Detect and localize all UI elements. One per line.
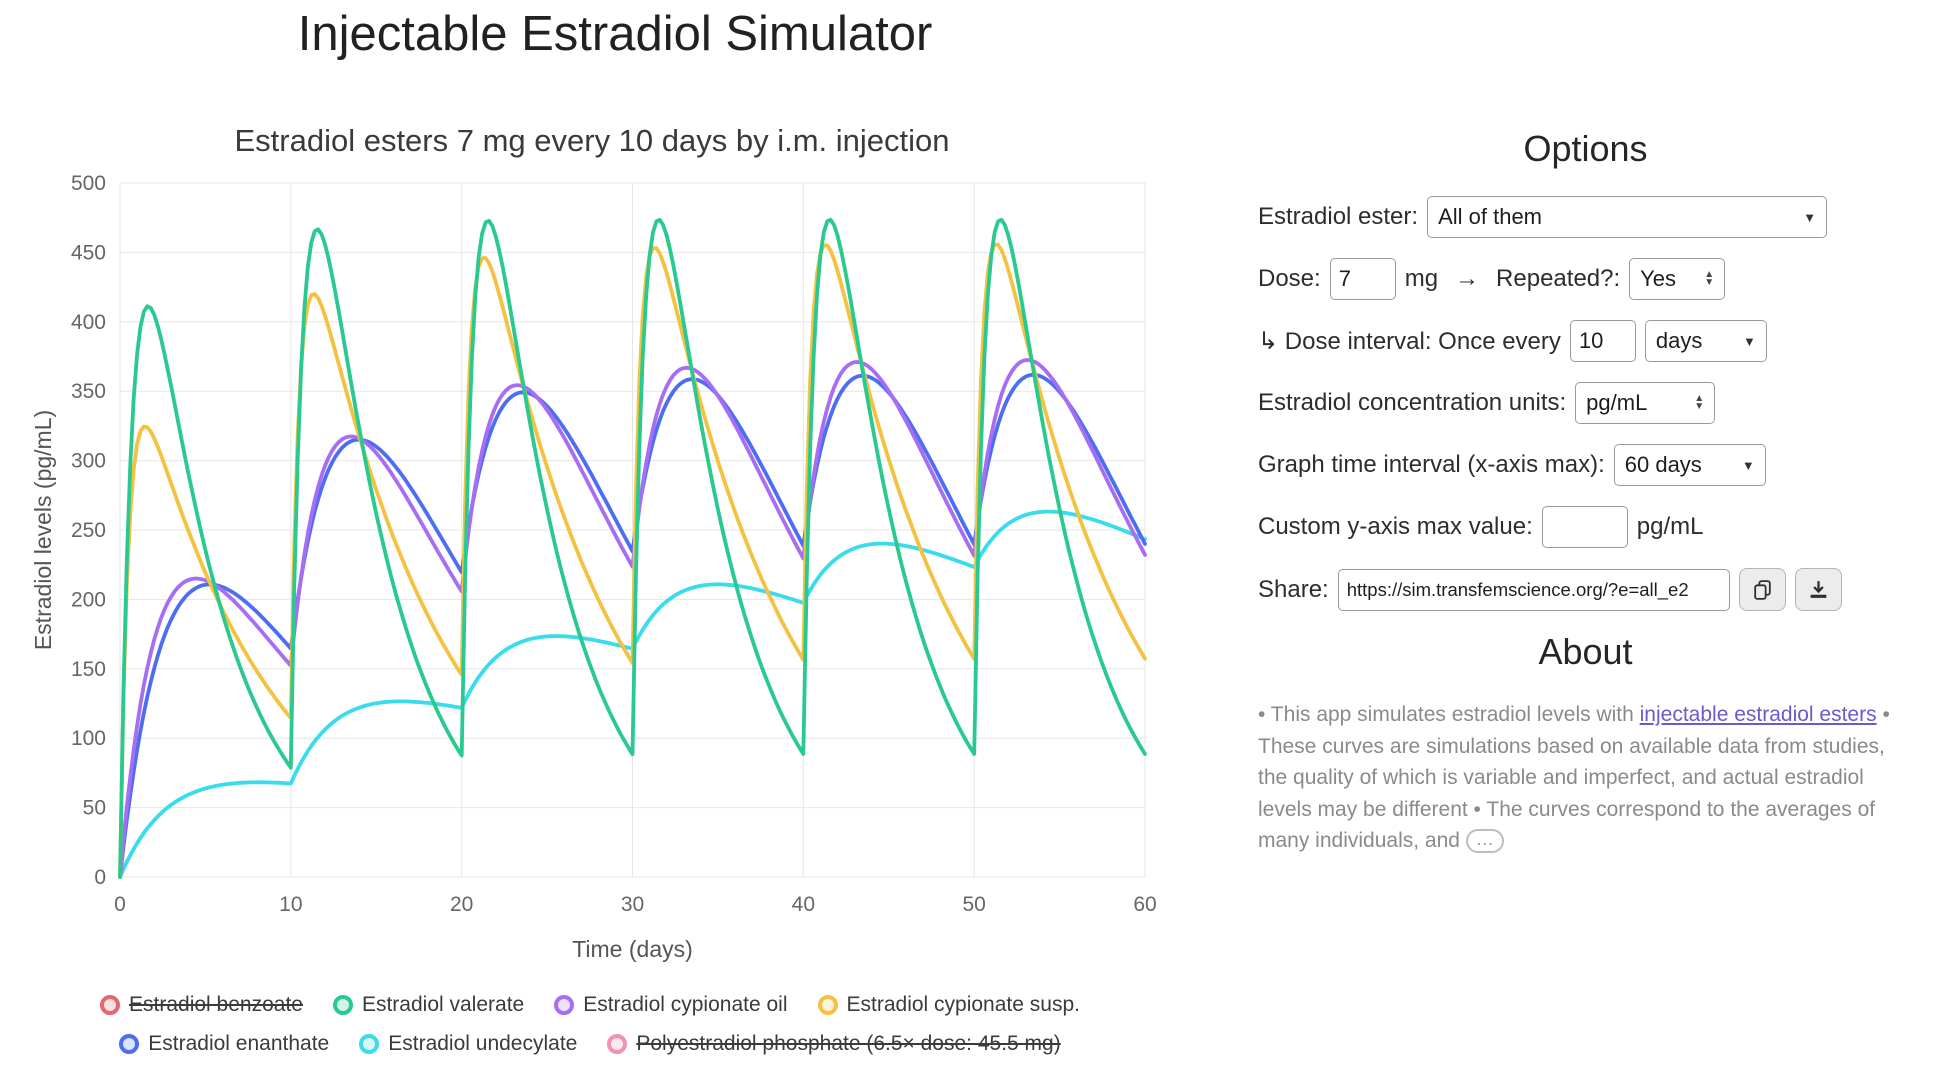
ester-label: Estradiol ester: [1258,203,1419,230]
svg-text:0: 0 [94,866,106,889]
graph-interval-label: Graph time interval (x-axis max): [1258,451,1605,478]
legend-marker-icon [100,995,121,1015]
about-text: • This app simulates estradiol levels wi… [1258,699,1910,857]
dose-unit-label: mg [1404,265,1439,292]
units-row: Estradiol concentration units: pg/mL ▲ ▼ [1258,382,1913,424]
legend-item[interactable]: Estradiol cypionate oil [554,993,788,1017]
updown-stepper-icon: ▲ ▼ [1704,269,1715,288]
interval-unit-select[interactable]: days ▼ [1644,320,1767,362]
repeated-select[interactable]: Yes ▲ ▼ [1629,258,1726,300]
legend-label: Estradiol cypionate oil [583,993,788,1016]
svg-text:250: 250 [71,519,106,542]
units-label: Estradiol concentration units: [1258,389,1567,416]
dose-input[interactable] [1329,258,1396,300]
legend-row: Estradiol enanthate Estradiol undecylate P… [25,1032,1155,1056]
graph-interval-value: 60 days [1624,452,1702,477]
ester-select-value: All of them [1438,204,1543,229]
svg-text:0: 0 [114,893,126,916]
estradiol-levels-plot: 0 50 100 150 200 250 300 350 400 450 500 0 10 20 30 40 5… [30,123,1157,962]
chart-area: 0 50 100 150 200 250 300 350 400 450 500 0 10 20 30 40 5… [25,105,1205,1085]
svg-text:Estradiol levels (pg/mL): Estradiol levels (pg/mL) [30,410,56,650]
dose-row: Dose: mg → Repeated?: Yes ▲▼ [1258,258,1913,300]
about-text-2: • These curves are simulations based on … [1258,703,1890,852]
options-panel: Options Estradiol ester: All of them ▼ D… [1258,128,1913,857]
legend-marker-icon [554,995,575,1015]
legend-row: Estradiol benzoate Estradiol valerate Estr… [25,993,1155,1017]
svg-text:Estradiol esters 7 mg every 10: Estradiol esters 7 mg every 10 days by i… [234,123,949,158]
share-label: Share: [1258,575,1329,603]
legend-label: Estradiol valerate [361,993,525,1016]
repeated-label: Repeated?: [1496,265,1621,292]
svg-text:400: 400 [71,311,106,334]
svg-text:60: 60 [1133,893,1156,916]
svg-text:200: 200 [71,588,106,611]
svg-text:450: 450 [71,241,106,264]
legend-label: Polyestradiol phosphate (6.5× dose: 45.5… [636,1032,1061,1055]
download-icon [1810,581,1827,598]
arrow-right-icon: → [1455,265,1480,292]
ymax-label: Custom y-axis max value: [1258,513,1533,540]
legend-item[interactable]: Estradiol enanthate [119,1032,329,1056]
units-select[interactable]: pg/mL ▲ ▼ [1575,382,1716,424]
units-select-value: pg/mL [1586,390,1648,415]
chevron-down-icon: ▼ [1803,209,1817,225]
svg-text:50: 50 [83,797,106,820]
legend-item[interactable]: Estradiol cypionate susp. [817,993,1080,1017]
ester-row: Estradiol ester: All of them ▼ [1258,196,1913,238]
copy-icon [1754,580,1771,600]
about-expand-button[interactable]: … [1465,829,1504,854]
legend-label: Estradiol undecylate [388,1032,578,1055]
legend-marker-icon [359,1034,380,1054]
ester-select[interactable]: All of them ▼ [1427,196,1828,238]
repeated-select-value: Yes [1640,266,1677,291]
share-url-input[interactable] [1337,568,1730,611]
legend-item[interactable]: Estradiol benzoate [100,993,303,1017]
legend-item[interactable]: Polyestradiol phosphate (6.5× dose: 45.5… [607,1032,1061,1056]
chart-legend: Estradiol benzoate Estradiol valerate Estr… [25,993,1155,1071]
injectable-esters-link[interactable]: injectable estradiol esters [1639,703,1877,726]
legend-label: Estradiol benzoate [129,993,303,1016]
svg-text:500: 500 [71,172,106,195]
dose-interval-input[interactable] [1569,320,1636,362]
svg-text:30: 30 [621,893,644,916]
download-button[interactable] [1794,568,1842,611]
chevron-down-icon: ▼ [1741,457,1755,473]
svg-text:350: 350 [71,380,106,403]
svg-text:300: 300 [71,450,106,473]
updown-stepper-icon: ▲ ▼ [1694,393,1705,412]
legend-marker-icon [119,1034,140,1054]
legend-label: Estradiol enanthate [148,1032,330,1055]
svg-text:100: 100 [71,727,106,750]
options-heading: Options [1523,128,1648,169]
ymax-row: Custom y-axis max value: pg/mL [1258,506,1913,548]
graph-interval-select[interactable]: 60 days ▼ [1613,444,1766,486]
page-title: Injectable Estradiol Simulator [297,7,933,61]
legend-label: Estradiol cypionate susp. [846,993,1080,1016]
legend-marker-icon [332,995,353,1015]
legend-marker-icon [607,1034,628,1054]
svg-text:20: 20 [450,893,473,916]
graph-interval-row: Graph time interval (x-axis max): 60 day… [1258,444,1913,486]
dose-label: Dose: [1258,265,1321,292]
dose-interval-row: ↳ Dose interval: Once every days ▼ [1258,320,1913,362]
ymax-unit-label: pg/mL [1636,513,1704,540]
legend-item[interactable]: Estradiol undecylate [359,1032,577,1056]
about-heading: About [1538,631,1633,672]
dose-interval-label: ↳ Dose interval: Once every [1258,327,1561,355]
svg-text:40: 40 [792,893,815,916]
copy-link-button[interactable] [1738,568,1786,611]
chevron-down-icon: ▼ [1743,333,1756,349]
svg-text:Time (days): Time (days) [572,936,693,962]
svg-text:10: 10 [279,893,302,916]
about-text-1: • This app simulates estradiol levels wi… [1258,703,1640,726]
svg-text:150: 150 [71,658,106,681]
svg-text:50: 50 [962,893,985,916]
legend-item[interactable]: Estradiol valerate [332,993,525,1017]
legend-marker-icon [817,995,838,1015]
interval-unit-value: days [1655,328,1703,353]
ymax-input[interactable] [1541,506,1628,548]
share-row: Share: [1258,568,1913,611]
